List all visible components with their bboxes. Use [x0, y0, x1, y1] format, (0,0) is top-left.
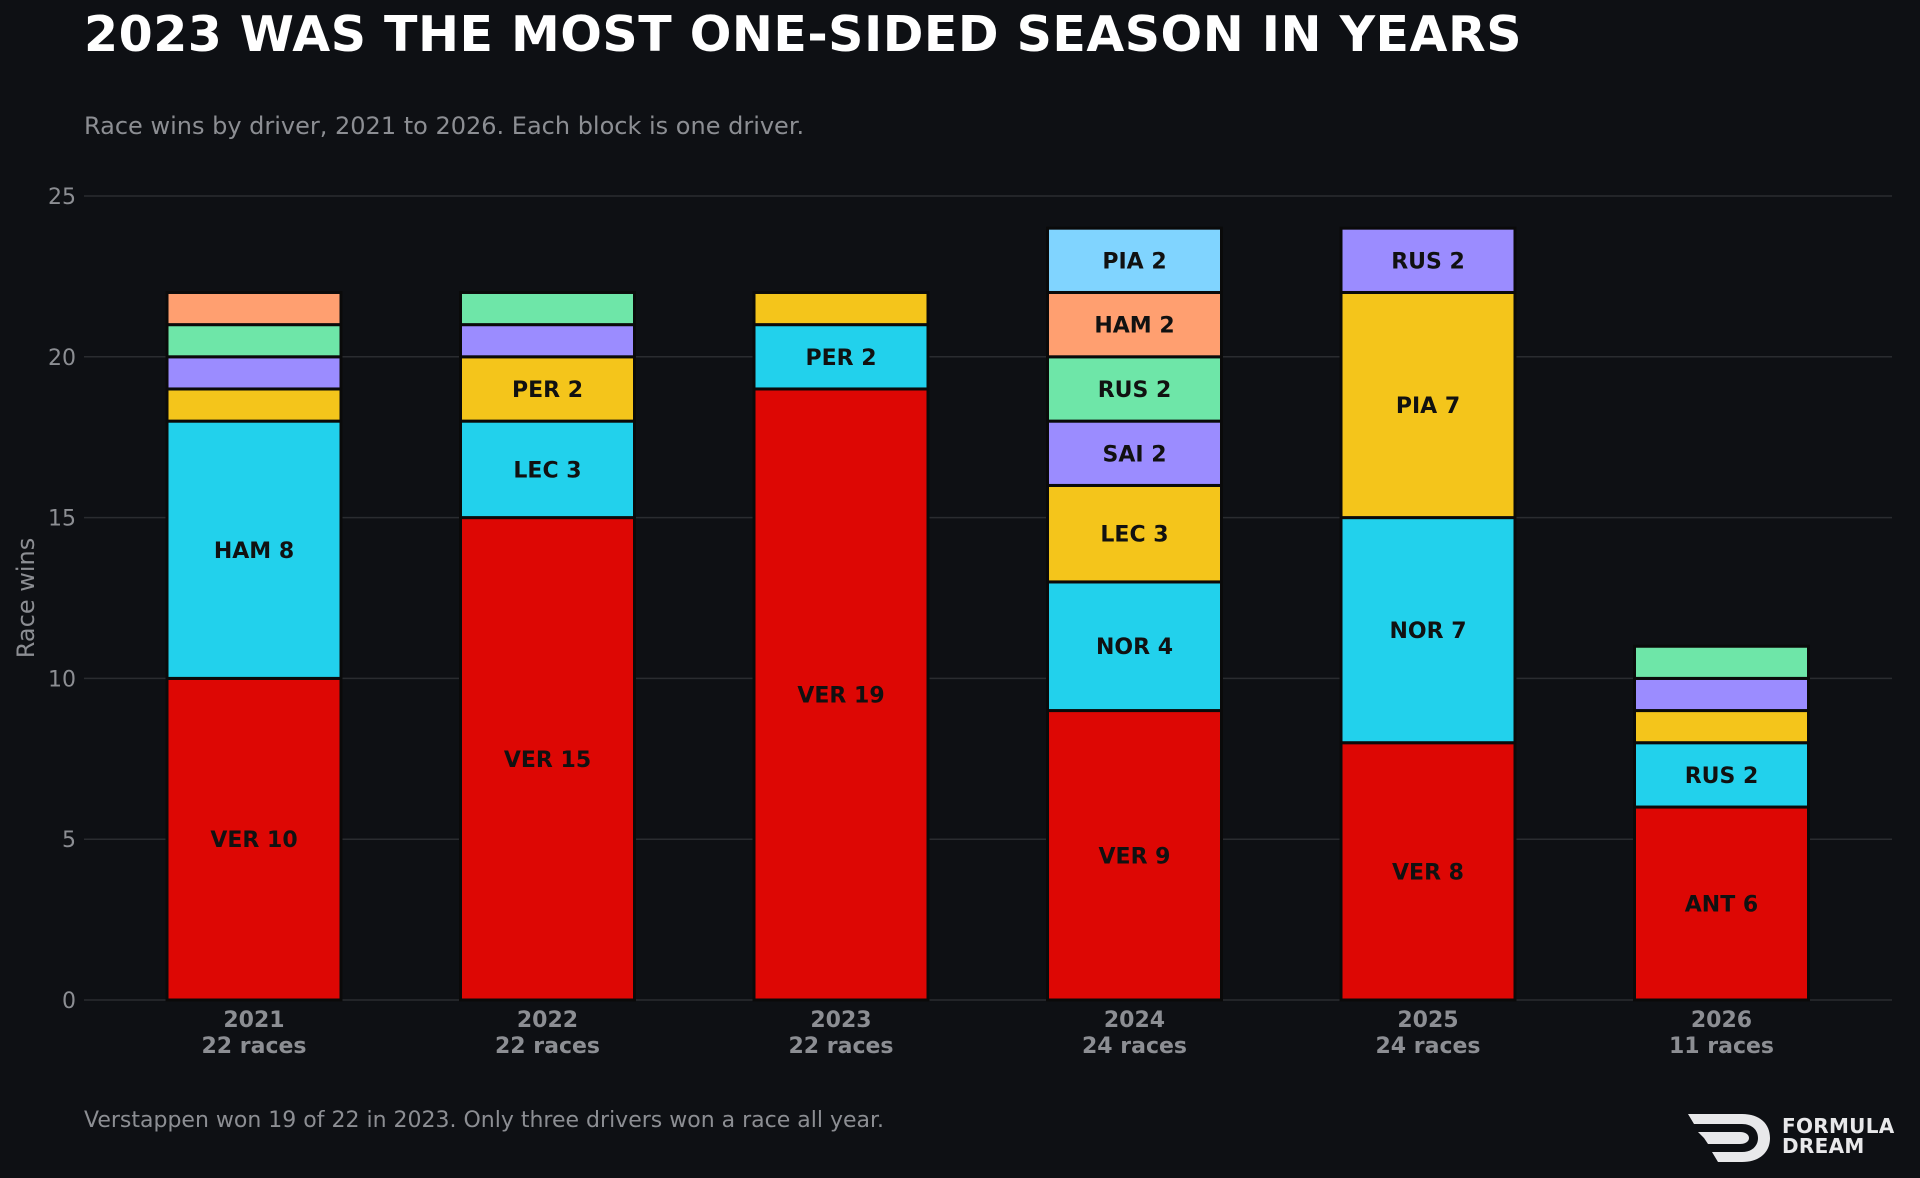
bar-segment: [752, 323, 930, 391]
x-tick-label-year: 2026: [1691, 1008, 1752, 1033]
segment-label: HAM 2: [1094, 314, 1174, 339]
segment-label: RUS 2: [1391, 249, 1465, 274]
bar-segment: [1046, 226, 1223, 294]
chart-subtitle: Race wins by driver, 2021 to 2026. Each …: [84, 112, 805, 140]
y-tick-label: 15: [48, 507, 76, 532]
bar-segment: [165, 290, 343, 327]
x-tick-label-races: 22 races: [201, 1034, 306, 1059]
bar-segment: [1339, 741, 1517, 1002]
bar-segment: [165, 355, 343, 391]
x-tick-label-races: 22 races: [495, 1034, 600, 1059]
bar-segment: [1633, 644, 1810, 680]
bar-segment: [1633, 709, 1810, 745]
segment-label: ANT 6: [1685, 893, 1758, 918]
x-tick-label-races: 22 races: [788, 1034, 893, 1059]
segment-label: PIA 2: [1102, 249, 1166, 274]
bar-segment: [459, 323, 636, 359]
segment-label: PIA 7: [1396, 394, 1460, 419]
bar-segment: [752, 290, 930, 327]
formula-dream-logo-icon: [1688, 1114, 1770, 1162]
y-tick-label: 25: [48, 185, 76, 210]
segment-label: VER 10: [210, 828, 297, 853]
bar-segment: [165, 323, 343, 359]
x-tick-label-year: 2024: [1104, 1008, 1165, 1033]
segment-label: NOR 7: [1389, 619, 1466, 644]
x-tick-label-year: 2022: [517, 1008, 578, 1033]
chart-title: 2023 WAS THE MOST ONE-SIDED SEASON IN YE…: [84, 6, 1522, 63]
bar-segment: [1046, 709, 1223, 1002]
bar-segment: [1633, 676, 1810, 713]
segment-label: VER 15: [504, 748, 591, 773]
segment-label: LEC 3: [1100, 523, 1168, 548]
brand-logo[interactable]: FORMULA DREAM: [1684, 1112, 1904, 1164]
segment-label: VER 19: [797, 683, 884, 708]
brand-line-1: FORMULA: [1782, 1114, 1895, 1138]
segment-label: RUS 2: [1098, 378, 1172, 403]
x-tick-label-races: 11 races: [1669, 1034, 1774, 1059]
bar-segment: [165, 676, 343, 1002]
segment-label: PER 2: [805, 346, 876, 371]
segment-label: VER 8: [1392, 860, 1464, 885]
bar-segment: [459, 290, 636, 327]
brand-line-2: DREAM: [1782, 1134, 1865, 1158]
y-tick-label: 20: [48, 346, 76, 371]
bar-segment: [165, 387, 343, 423]
x-tick-label-year: 2025: [1397, 1008, 1458, 1033]
bar-segment: [1046, 483, 1223, 584]
bar-segment: [1339, 516, 1517, 745]
y-tick-label: 0: [62, 989, 76, 1014]
x-tick-label-year: 2021: [223, 1008, 284, 1033]
segment-label: PER 2: [512, 378, 583, 403]
segment-label: RUS 2: [1685, 764, 1759, 789]
bar-segment: [459, 355, 636, 423]
bar-segment: [1046, 290, 1223, 359]
y-tick-label: 5: [62, 828, 76, 853]
segment-label: NOR 4: [1096, 635, 1173, 660]
segment-label: SAI 2: [1102, 442, 1166, 467]
bar-segment: [1339, 290, 1517, 520]
bar-segment: [1339, 226, 1517, 294]
y-axis-title: Race wins: [12, 538, 40, 658]
segment-label: HAM 8: [214, 539, 294, 564]
y-tick-label: 10: [48, 667, 76, 692]
x-tick-label-races: 24 races: [1375, 1034, 1480, 1059]
bar-segment: [1046, 419, 1223, 487]
bar-segment: [1633, 805, 1810, 1002]
segment-label: LEC 3: [513, 458, 581, 483]
chart-footnote: Verstappen won 19 of 22 in 2023. Only th…: [84, 1108, 885, 1133]
bar-segment: [752, 387, 930, 1002]
segment-label: VER 9: [1099, 844, 1171, 869]
bar-segment: [1046, 355, 1223, 423]
x-tick-label-races: 24 races: [1082, 1034, 1187, 1059]
x-tick-label-year: 2023: [810, 1008, 871, 1033]
